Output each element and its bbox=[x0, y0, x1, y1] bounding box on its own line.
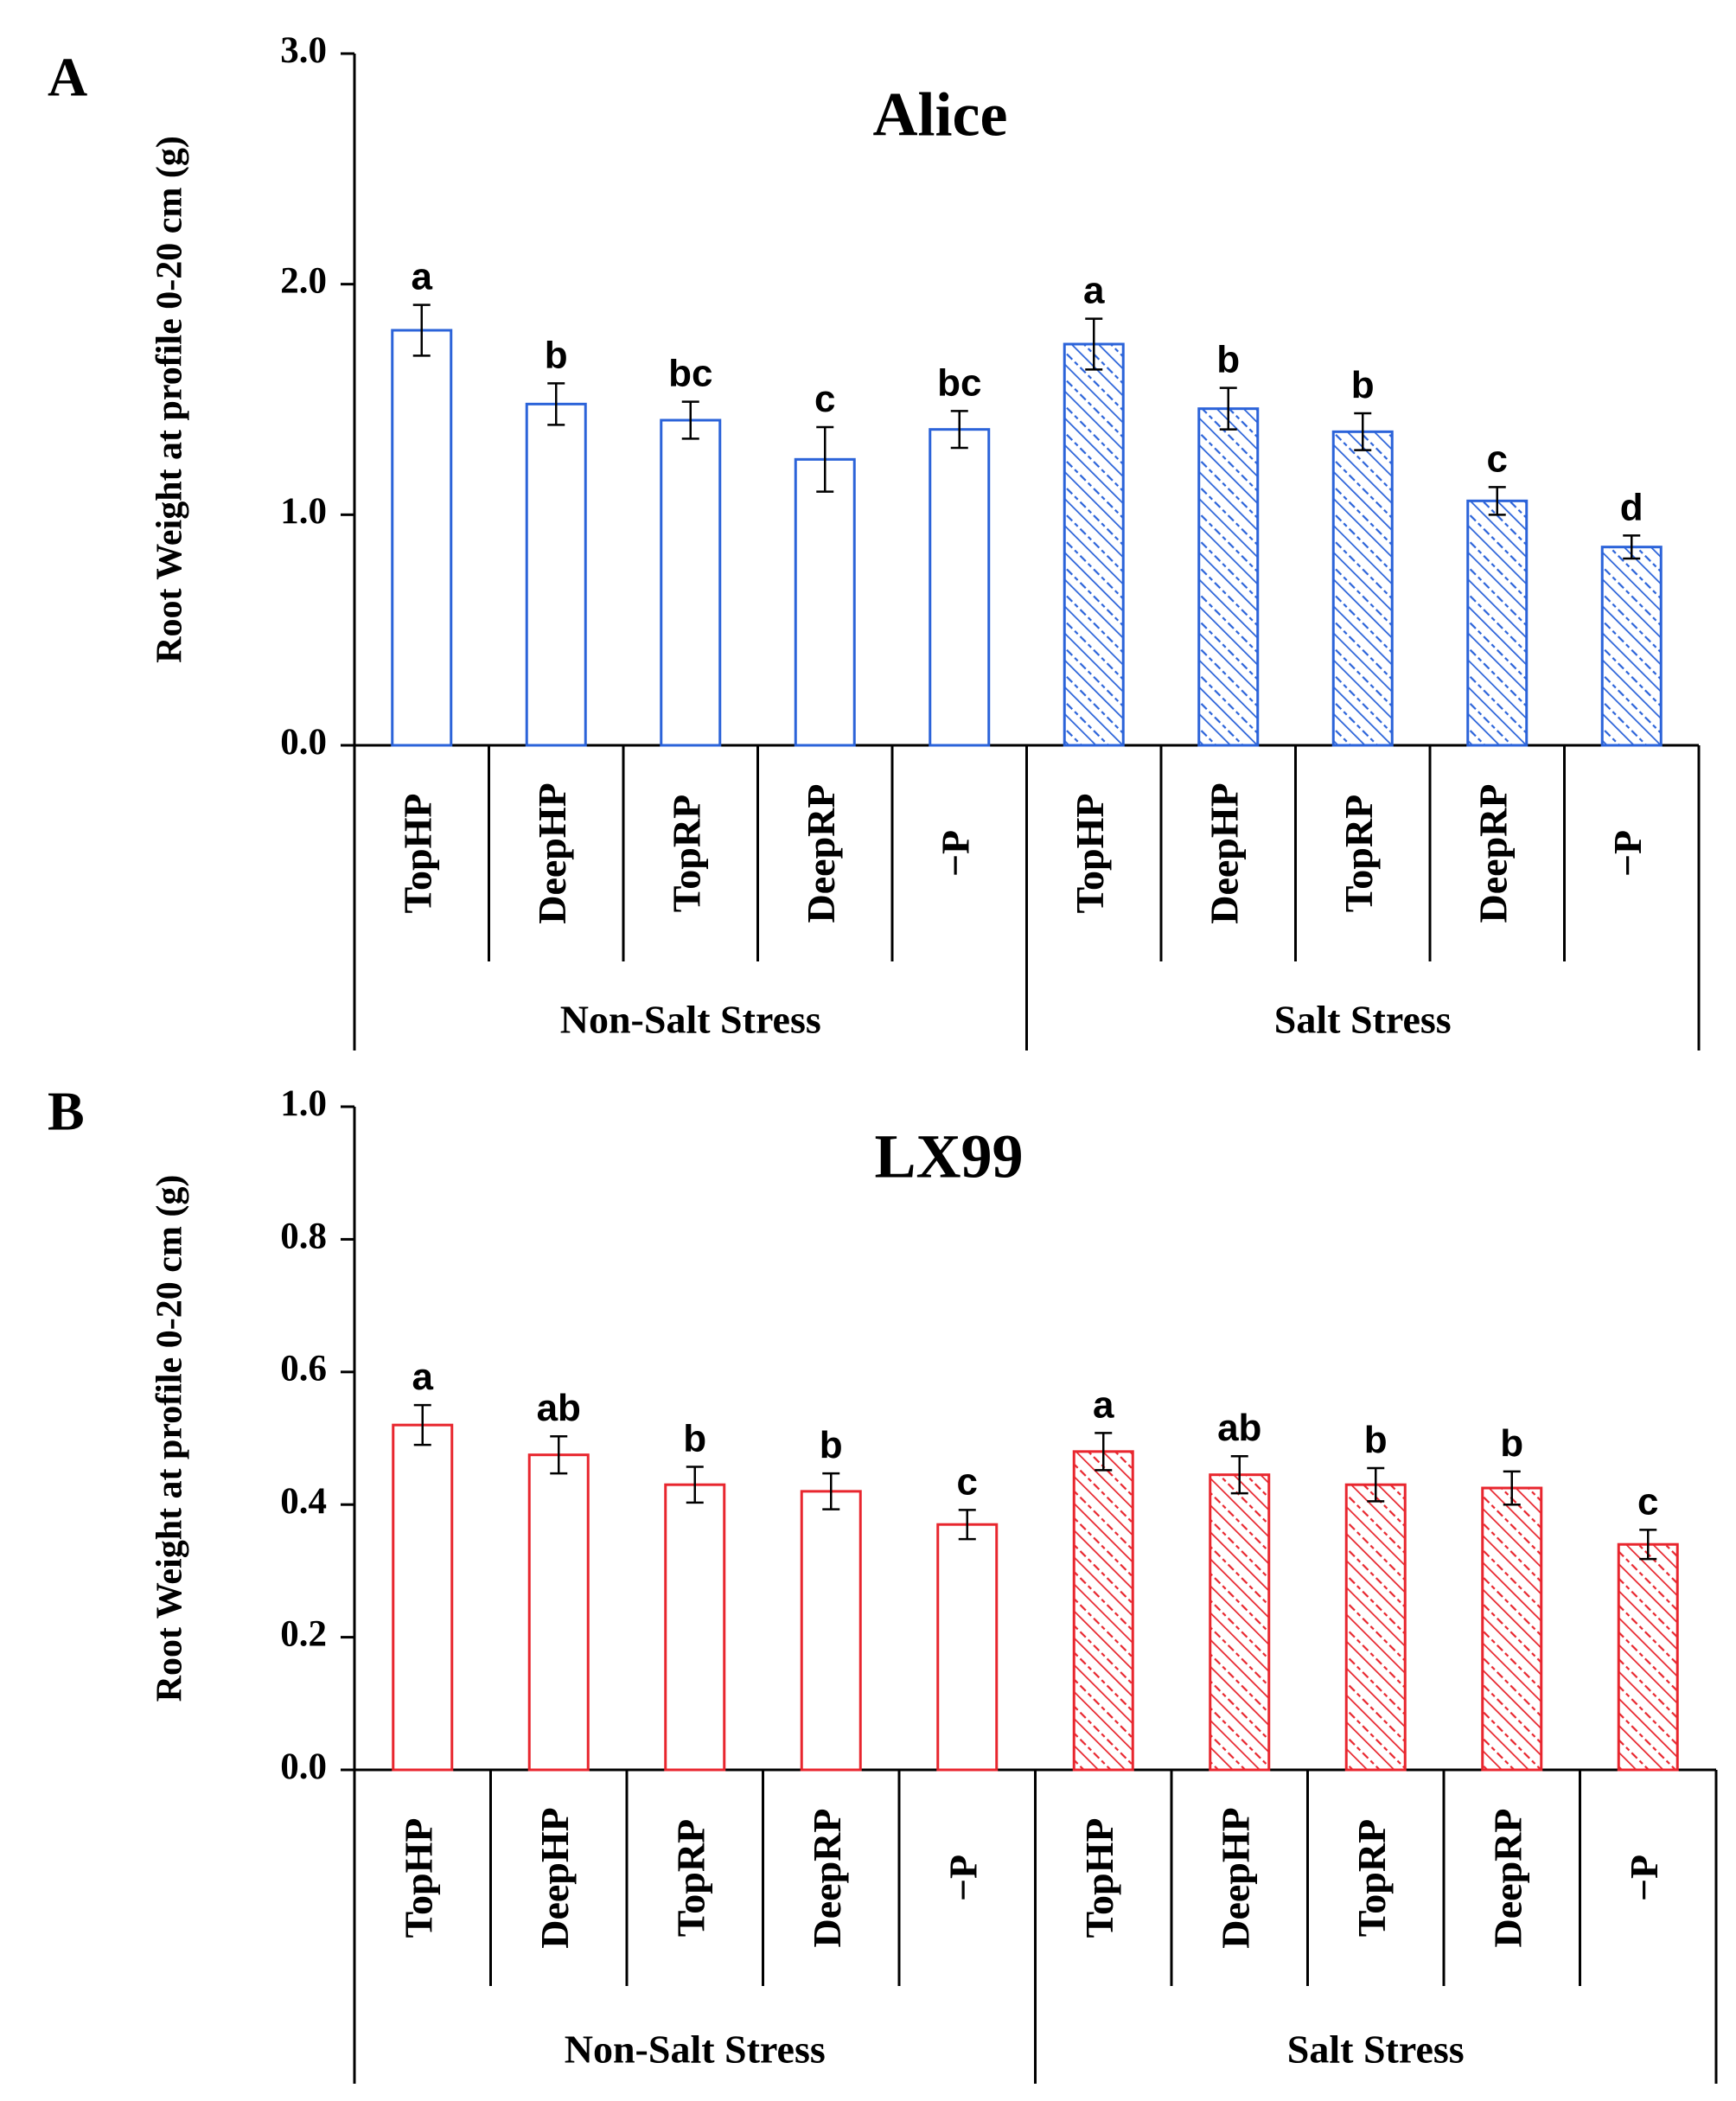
x-tick-label: TopHP bbox=[396, 1818, 440, 1938]
significance-letter: b bbox=[820, 1424, 843, 1466]
bar bbox=[936, 1523, 999, 1772]
x-tick-label: TopHP bbox=[395, 794, 439, 914]
significance-letter: c bbox=[1637, 1480, 1658, 1523]
significance-letter: ab bbox=[1217, 1407, 1261, 1449]
bar bbox=[392, 1423, 454, 1772]
bar bbox=[794, 457, 856, 747]
x-tick-label: TopRP bbox=[1337, 795, 1381, 912]
y-tick-label: 1.0 bbox=[280, 1083, 327, 1124]
x-tick-label: −P bbox=[1622, 1855, 1666, 1901]
x-tick-label: DeepHP bbox=[530, 782, 574, 924]
bar bbox=[1063, 342, 1125, 747]
group-label: Salt Stress bbox=[1287, 2028, 1465, 2072]
bar bbox=[1344, 1483, 1407, 1772]
x-tick-label: DeepRP bbox=[805, 1809, 849, 1948]
x-tick-label: DeepRP bbox=[1471, 784, 1515, 923]
panel-letter: B bbox=[48, 1081, 85, 1142]
y-tick-label: 2.0 bbox=[280, 261, 327, 302]
y-axis-label: Root Weight at profile 0-20 cm (g) bbox=[150, 136, 190, 663]
bar bbox=[527, 1453, 590, 1772]
x-tick-label: −P bbox=[941, 1855, 985, 1901]
bar bbox=[391, 329, 453, 747]
x-tick-label: TopHP bbox=[1077, 1818, 1121, 1938]
bar bbox=[1072, 1450, 1134, 1772]
significance-letter: bc bbox=[668, 353, 712, 395]
x-tick-label: DeepHP bbox=[1213, 1807, 1257, 1949]
significance-letter: ab bbox=[537, 1387, 581, 1429]
bar bbox=[1617, 1542, 1679, 1772]
bar bbox=[1481, 1486, 1543, 1772]
significance-letter: b bbox=[1216, 339, 1240, 381]
significance-letter: a bbox=[1093, 1383, 1114, 1426]
significance-letter: d bbox=[1620, 486, 1643, 528]
bar bbox=[660, 418, 722, 747]
bar bbox=[525, 402, 587, 747]
significance-letter: bc bbox=[937, 361, 981, 404]
x-tick-label: TopRP bbox=[668, 1819, 712, 1937]
x-tick-label: TopHP bbox=[1068, 794, 1112, 914]
chart-panel-a: A Alice 0.0 1.0 2.0 3.0 Root Weight at profile… bbox=[48, 30, 1701, 1050]
x-tick-label: −P bbox=[1605, 830, 1650, 877]
chart-title: LX99 bbox=[874, 1122, 1023, 1191]
significance-letter: b bbox=[683, 1417, 706, 1459]
y-tick-label: 1.0 bbox=[280, 491, 327, 532]
significance-letter: c bbox=[1487, 437, 1508, 480]
group-label: Non-Salt Stress bbox=[565, 2028, 826, 2072]
bar bbox=[1331, 430, 1394, 747]
bar bbox=[1209, 1473, 1271, 1772]
significance-letter: b bbox=[545, 334, 568, 376]
y-tick-label: 0.0 bbox=[280, 722, 327, 763]
bar bbox=[664, 1483, 726, 1772]
bar bbox=[800, 1490, 862, 1772]
y-tick-label: 0.0 bbox=[280, 1747, 327, 1787]
chart-panel-b: B LX99 0.0 0.2 0.4 0.6 0.8 1.0 Root Weight at pr… bbox=[48, 1081, 1718, 2084]
significance-letter: b bbox=[1500, 1422, 1523, 1465]
significance-letter: a bbox=[412, 256, 433, 298]
significance-letter: b bbox=[1364, 1419, 1388, 1461]
bar bbox=[929, 428, 991, 747]
y-tick-label: 0.2 bbox=[280, 1613, 327, 1654]
y-tick-label: 0.8 bbox=[280, 1216, 327, 1256]
x-tick-label: DeepHP bbox=[1202, 782, 1246, 924]
y-tick-label: 0.4 bbox=[280, 1481, 327, 1522]
group-label: Non-Salt Stress bbox=[560, 998, 821, 1042]
significance-letter: a bbox=[1083, 270, 1105, 312]
bar bbox=[1197, 407, 1260, 747]
y-tick-label: 3.0 bbox=[280, 30, 327, 71]
x-tick-label: DeepRP bbox=[1485, 1809, 1529, 1948]
significance-letter: c bbox=[957, 1460, 978, 1503]
x-tick-label: DeepRP bbox=[799, 784, 843, 923]
significance-letter: b bbox=[1351, 364, 1375, 406]
significance-letter: a bbox=[412, 1356, 434, 1398]
y-axis-label: Root Weight at profile 0-20 cm (g) bbox=[150, 1175, 190, 1702]
x-tick-label: DeepHP bbox=[533, 1807, 577, 1949]
significance-letter: c bbox=[814, 378, 835, 420]
chart-title: Alice bbox=[873, 80, 1008, 150]
x-tick-label: TopRP bbox=[1350, 1819, 1394, 1937]
bar bbox=[1466, 499, 1529, 747]
group-label: Salt Stress bbox=[1274, 998, 1452, 1042]
y-tick-label: 0.6 bbox=[280, 1349, 327, 1389]
bar bbox=[1600, 546, 1663, 747]
x-tick-label: −P bbox=[933, 830, 977, 877]
x-tick-label: TopRP bbox=[664, 795, 708, 912]
panel-letter: A bbox=[48, 47, 87, 108]
